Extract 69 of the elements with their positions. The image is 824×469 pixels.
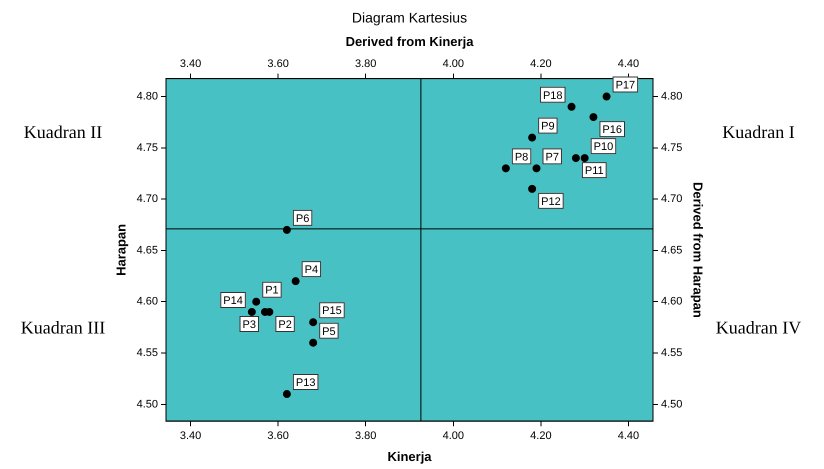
point [572, 154, 580, 162]
x-axis-title: Kinerja [387, 448, 432, 464]
annotation: P5 [322, 326, 336, 338]
point [252, 298, 260, 306]
point [532, 164, 540, 172]
y2-tick-label: 4.65 [660, 244, 682, 256]
x2-tick-label: 3.80 [354, 430, 376, 442]
y2-tick-label: 4.80 [660, 90, 682, 103]
annotation: P15 [322, 305, 342, 318]
y2-tick-label: 4.50 [660, 398, 682, 410]
x2-tick-label: 4.00 [442, 430, 464, 442]
point [292, 277, 300, 286]
y2-tick-label: 4.55 [660, 347, 682, 360]
text: Kuadran IV [716, 317, 802, 338]
text: Kuadran I [722, 122, 795, 142]
point [528, 134, 536, 142]
y-tick-label: 4.60 [136, 296, 158, 308]
y2-tick-label: 4.60 [660, 296, 682, 308]
chart-title: Diagram Kartesius [352, 9, 468, 26]
point [568, 102, 576, 111]
point [282, 390, 291, 398]
annotation: P1 [265, 284, 279, 297]
y2-tick-label: 4.70 [660, 193, 682, 206]
point [528, 184, 536, 193]
x2-tick-label: 3.40 [180, 430, 202, 442]
annotation: P9 [541, 120, 555, 133]
annotation: P16 [602, 124, 622, 136]
x-tick-label: 3.80 [354, 58, 376, 70]
x-tick-label: 3.40 [180, 58, 202, 70]
point [580, 154, 589, 162]
y-tick-label: 4.65 [136, 244, 158, 256]
annotation: P3 [242, 318, 256, 331]
point [282, 226, 291, 234]
x-tick-label: 3.60 [267, 58, 289, 70]
point [309, 318, 318, 326]
annotation: P7 [545, 151, 559, 164]
x-tick-label: 4.40 [618, 58, 640, 70]
annotation: P17 [616, 80, 636, 92]
x-tick-label: 4.00 [442, 58, 464, 70]
annotation: P10 [594, 141, 614, 154]
text: Kuadran II [24, 122, 102, 142]
annotation: P6 [296, 212, 310, 225]
point [248, 308, 256, 316]
y2-axis-title: Derived from Harapan [690, 182, 706, 318]
annotation: P14 [223, 294, 243, 307]
annotation: P18 [542, 90, 563, 102]
annotation: P2 [278, 318, 292, 331]
text: Kuadran III [20, 317, 106, 338]
y-tick-label: 4.70 [136, 193, 158, 206]
point [309, 338, 318, 347]
y-axis-title: Harapan [113, 224, 128, 276]
y-tick-label: 4.55 [136, 347, 158, 360]
annotation: P11 [584, 165, 604, 178]
point [502, 164, 510, 172]
annotation: P12 [541, 196, 561, 208]
x2-tick-label: 4.40 [618, 430, 640, 442]
y-tick-label: 4.50 [136, 398, 158, 410]
x2-axis-title: Derived from Kinerja [346, 34, 474, 50]
annotation: P8 [514, 151, 528, 164]
y-tick-label: 4.75 [136, 142, 158, 154]
annotation: P4 [304, 264, 318, 276]
y-tick-label: 4.80 [136, 90, 158, 103]
x2-tick-label: 3.60 [267, 430, 289, 442]
point [602, 92, 611, 101]
x2-tick-label: 4.20 [530, 430, 552, 442]
point [589, 113, 598, 122]
annotation: P13 [296, 377, 316, 390]
y2-tick-label: 4.75 [660, 142, 682, 154]
x-tick-label: 4.20 [530, 58, 552, 70]
